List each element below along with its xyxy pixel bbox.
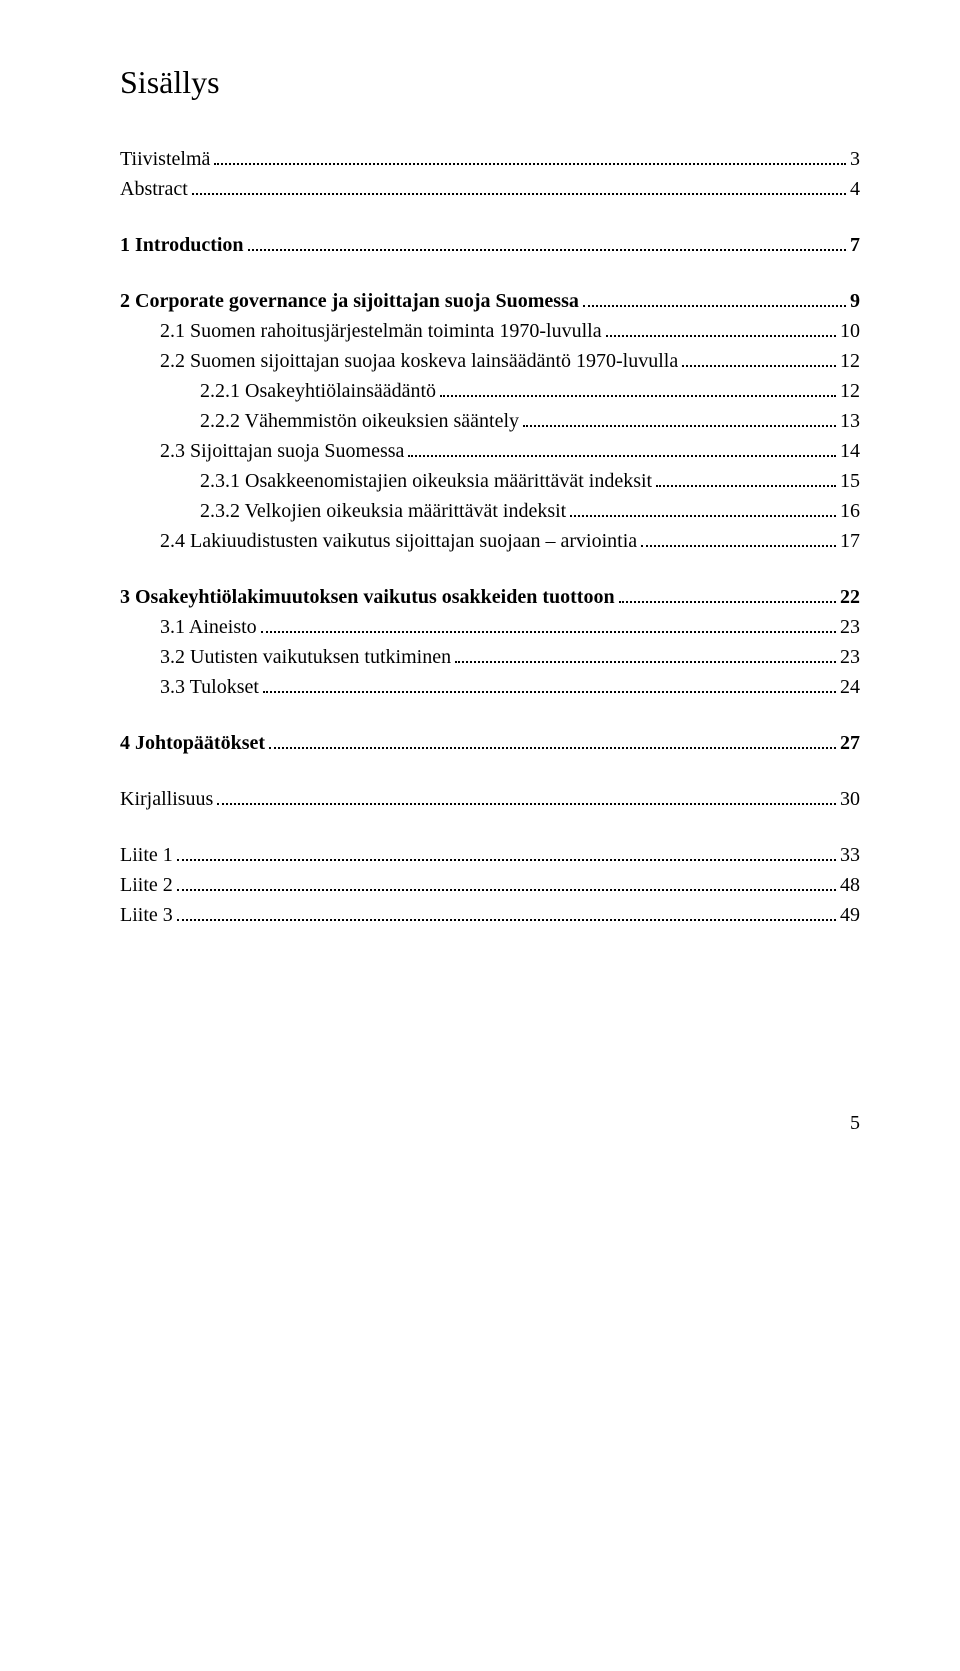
toc-label: 3.1 Aineisto bbox=[160, 613, 257, 641]
toc-page: 23 bbox=[840, 613, 860, 641]
toc-entry: Kirjallisuus 30 bbox=[120, 785, 860, 813]
toc-dots bbox=[440, 395, 836, 397]
toc-dots bbox=[408, 455, 836, 457]
toc-entry: Liite 3 49 bbox=[120, 901, 860, 929]
toc-entry: Tiivistelmä 3 bbox=[120, 145, 860, 173]
toc-page: 15 bbox=[840, 467, 860, 495]
toc-entry: Liite 2 48 bbox=[120, 871, 860, 899]
toc-dots bbox=[263, 691, 836, 693]
page-number: 5 bbox=[120, 1109, 860, 1137]
toc-page: 14 bbox=[840, 437, 860, 465]
toc-label: 2.2.2 Vähemmistön oikeuksien sääntely bbox=[200, 407, 519, 435]
toc-page: 17 bbox=[840, 527, 860, 555]
toc-dots bbox=[248, 249, 846, 251]
toc-page: 27 bbox=[840, 729, 860, 757]
toc-page: 13 bbox=[840, 407, 860, 435]
toc-dots bbox=[177, 919, 836, 921]
toc-dots bbox=[682, 365, 836, 367]
toc-label: 2.3.2 Velkojien oikeuksia määrittävät in… bbox=[200, 497, 566, 525]
toc-label: 2.4 Lakiuudistusten vaikutus sijoittajan… bbox=[160, 527, 637, 555]
toc-page: 48 bbox=[840, 871, 860, 899]
toc-label: 3.3 Tulokset bbox=[160, 673, 259, 701]
toc-entry: 2.1 Suomen rahoitusjärjestelmän toiminta… bbox=[120, 317, 860, 345]
toc-label: 3 Osakeyhtiölakimuutoksen vaikutus osakk… bbox=[120, 583, 615, 611]
toc-dots bbox=[606, 335, 836, 337]
toc-dots bbox=[641, 545, 836, 547]
toc-dots bbox=[177, 859, 836, 861]
toc-label: Liite 3 bbox=[120, 901, 173, 929]
toc-label: Liite 1 bbox=[120, 841, 173, 869]
toc-dots bbox=[455, 661, 836, 663]
toc-page: 22 bbox=[840, 583, 860, 611]
toc-entry: 3.2 Uutisten vaikutuksen tutkiminen 23 bbox=[120, 643, 860, 671]
toc-label: 2.2 Suomen sijoittajan suojaa koskeva la… bbox=[160, 347, 678, 375]
toc-label: 2.3.1 Osakkeenomistajien oikeuksia määri… bbox=[200, 467, 652, 495]
toc-dots bbox=[583, 305, 846, 307]
toc-page: 4 bbox=[850, 175, 860, 203]
toc-page: 12 bbox=[840, 347, 860, 375]
toc-entry: 2 Corporate governance ja sijoittajan su… bbox=[120, 287, 860, 315]
page-title: Sisällys bbox=[120, 60, 860, 105]
toc-entry: 2.3 Sijoittajan suoja Suomessa 14 bbox=[120, 437, 860, 465]
toc-page: 16 bbox=[840, 497, 860, 525]
toc-page: 24 bbox=[840, 673, 860, 701]
toc-entry: Abstract 4 bbox=[120, 175, 860, 203]
toc-entry: 2.3.2 Velkojien oikeuksia määrittävät in… bbox=[120, 497, 860, 525]
toc-label: 1 Introduction bbox=[120, 231, 244, 259]
toc-label: 2.2.1 Osakeyhtiölainsäädäntö bbox=[200, 377, 436, 405]
toc-label: Kirjallisuus bbox=[120, 785, 213, 813]
toc-page: 30 bbox=[840, 785, 860, 813]
toc-page: 7 bbox=[850, 231, 860, 259]
toc-page: 9 bbox=[850, 287, 860, 315]
toc-page: 12 bbox=[840, 377, 860, 405]
toc-dots bbox=[261, 631, 836, 633]
toc-entry: 4 Johtopäätökset 27 bbox=[120, 729, 860, 757]
toc-dots bbox=[656, 485, 836, 487]
toc-label: 2.3 Sijoittajan suoja Suomessa bbox=[160, 437, 404, 465]
toc-entry: 2.2.2 Vähemmistön oikeuksien sääntely 13 bbox=[120, 407, 860, 435]
toc-dots bbox=[523, 425, 836, 427]
toc-entry: 3.1 Aineisto 23 bbox=[120, 613, 860, 641]
toc-dots bbox=[619, 601, 836, 603]
toc-page: 49 bbox=[840, 901, 860, 929]
toc-dots bbox=[269, 747, 836, 749]
toc-page: 10 bbox=[840, 317, 860, 345]
toc-label: 4 Johtopäätökset bbox=[120, 729, 265, 757]
toc-entry: 2.2 Suomen sijoittajan suojaa koskeva la… bbox=[120, 347, 860, 375]
toc-label: 3.2 Uutisten vaikutuksen tutkiminen bbox=[160, 643, 451, 671]
toc-entry: 1 Introduction 7 bbox=[120, 231, 860, 259]
toc-label: Abstract bbox=[120, 175, 188, 203]
toc-label: 2 Corporate governance ja sijoittajan su… bbox=[120, 287, 579, 315]
toc-dots bbox=[177, 889, 836, 891]
toc-entry: 2.4 Lakiuudistusten vaikutus sijoittajan… bbox=[120, 527, 860, 555]
toc-dots bbox=[570, 515, 836, 517]
toc-label: 2.1 Suomen rahoitusjärjestelmän toiminta… bbox=[160, 317, 602, 345]
table-of-contents: Tiivistelmä 3 Abstract 4 1 Introduction 7 2 Co… bbox=[120, 145, 860, 929]
toc-dots bbox=[192, 193, 846, 195]
toc-dots bbox=[217, 803, 836, 805]
toc-entry: 3.3 Tulokset 24 bbox=[120, 673, 860, 701]
toc-page: 33 bbox=[840, 841, 860, 869]
toc-entry: 3 Osakeyhtiölakimuutoksen vaikutus osakk… bbox=[120, 583, 860, 611]
toc-label: Tiivistelmä bbox=[120, 145, 210, 173]
toc-entry: 2.2.1 Osakeyhtiölainsäädäntö 12 bbox=[120, 377, 860, 405]
toc-page: 23 bbox=[840, 643, 860, 671]
toc-entry: 2.3.1 Osakkeenomistajien oikeuksia määri… bbox=[120, 467, 860, 495]
toc-label: Liite 2 bbox=[120, 871, 173, 899]
toc-entry: Liite 1 33 bbox=[120, 841, 860, 869]
toc-dots bbox=[214, 163, 846, 165]
toc-page: 3 bbox=[850, 145, 860, 173]
